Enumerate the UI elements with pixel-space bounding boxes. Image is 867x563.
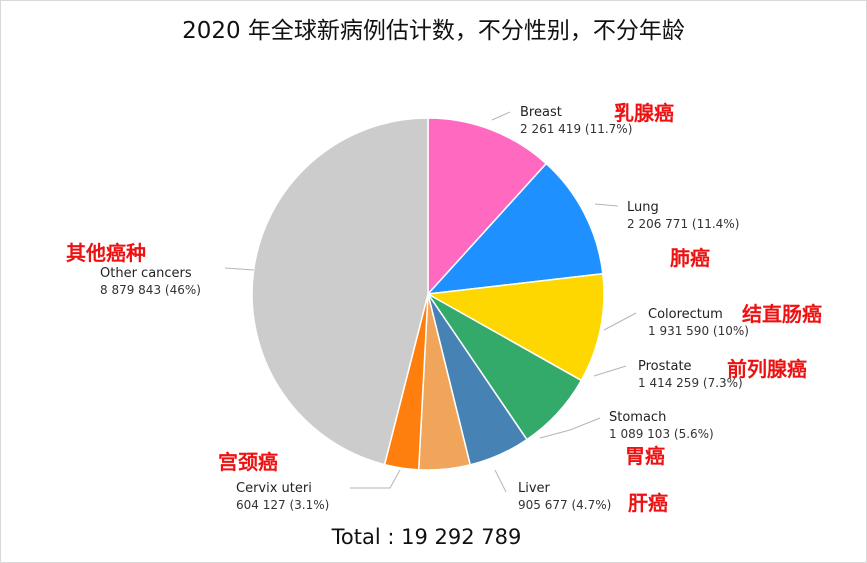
slice-cn-label-cervix: 宫颈癌	[218, 450, 278, 474]
slice-name-colorectum: Colorectum	[648, 307, 723, 322]
slice-other	[251, 117, 429, 466]
slice-value-prostate: 1 414 259 (7.3%)	[638, 376, 743, 390]
slice-cn-label-breast: 乳腺癌	[614, 101, 674, 125]
slice-cn-label-lung: 肺癌	[670, 246, 710, 270]
slice-name-breast: Breast	[520, 105, 562, 120]
slice-value-breast: 2 261 419 (11.7%)	[520, 122, 632, 136]
leader-lines	[224, 111, 637, 493]
leader-line-colorectum	[603, 312, 637, 331]
pie-slices	[251, 117, 605, 471]
slice-name-cervix: Cervix uteri	[236, 481, 312, 496]
slice-name-lung: Lung	[627, 200, 659, 215]
slice-labels: Breast 2 261 419 (11.7%)乳腺癌 Lung 2 206 771 …	[66, 101, 822, 515]
leader-line-other	[224, 267, 255, 271]
slice-value-lung: 2 206 771 (11.4%)	[627, 217, 739, 231]
slice-cn-label-other: 其他癌种	[66, 241, 146, 265]
slice-value-other: 8 879 843 (46%)	[100, 283, 201, 297]
slice-value-stomach: 1 089 103 (5.6%)	[609, 427, 714, 441]
slice-name-stomach: Stomach	[609, 410, 666, 425]
leader-line-breast	[491, 111, 511, 121]
leader-line-cervix	[350, 469, 401, 489]
chart-title: 2020 年全球新病例估计数，不分性别，不分年龄	[182, 18, 685, 44]
slice-lung	[426, 162, 604, 295]
slice-name-liver: Liver	[518, 481, 551, 496]
slice-value-liver: 905 677 (4.7%)	[518, 498, 611, 512]
slice-cn-label-stomach: 胃癌	[625, 444, 665, 468]
slice-name-prostate: Prostate	[638, 359, 692, 374]
leader-line-prostate	[593, 365, 627, 377]
slice-value-cervix: 604 127 (3.1%)	[236, 498, 329, 512]
leader-line-lung	[594, 203, 619, 207]
slice-cn-label-colorectum: 结直肠癌	[742, 302, 822, 326]
total-label: Total : 19 292 789	[331, 525, 522, 549]
slice-cn-label-prostate: 前列腺癌	[727, 357, 807, 381]
slice-value-colorectum: 1 931 590 (10%)	[648, 324, 749, 338]
slice-cn-label-liver: 肝癌	[628, 491, 668, 515]
slice-breast	[427, 117, 548, 296]
leader-line-liver	[494, 469, 507, 493]
slice-name-other: Other cancers	[100, 266, 192, 281]
leader-line-stomach	[539, 417, 601, 439]
slice-colorectum	[425, 272, 605, 382]
